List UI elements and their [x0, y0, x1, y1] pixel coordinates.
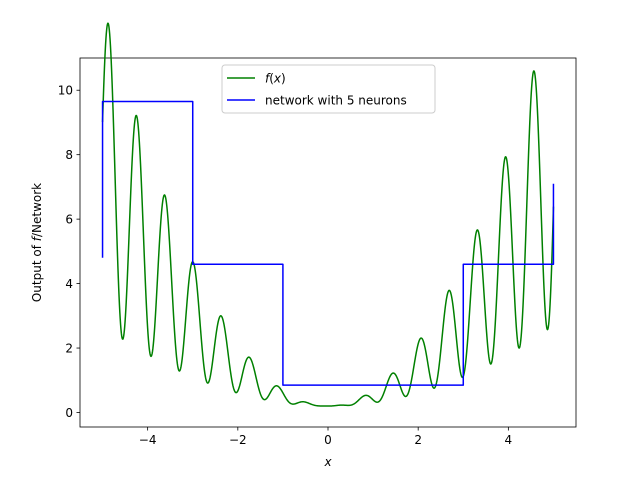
series-line-1	[101, 100, 555, 386]
y-tick-label: 10	[58, 84, 73, 98]
x-axis-label: x	[323, 455, 332, 469]
x-tick-label: 2	[414, 433, 422, 447]
y-tick-label: 2	[65, 342, 73, 356]
ticks-layer: −4 −2 0 2 4 0 2 4 6 8 10	[58, 84, 512, 447]
y-axis-label: Output of f/Network	[30, 183, 44, 302]
x-tick-label: 4	[505, 433, 513, 447]
y-tick-label: 6	[65, 213, 73, 227]
legend-box	[221, 64, 436, 114]
x-tick-label: −4	[139, 433, 157, 447]
y-tick-label: 4	[65, 277, 73, 291]
legend-label-0: f(x)	[265, 72, 286, 86]
series-line-0	[101, 22, 555, 407]
y-tick-label: 0	[65, 406, 73, 420]
y-tick-label: 8	[65, 148, 73, 162]
series-layer	[101, 22, 555, 407]
x-tick-label: 0	[324, 433, 332, 447]
legend: f(x) network with 5 neurons	[221, 64, 436, 114]
legend-label-1: network with 5 neurons	[265, 94, 407, 108]
x-tick-label: −2	[229, 433, 247, 447]
